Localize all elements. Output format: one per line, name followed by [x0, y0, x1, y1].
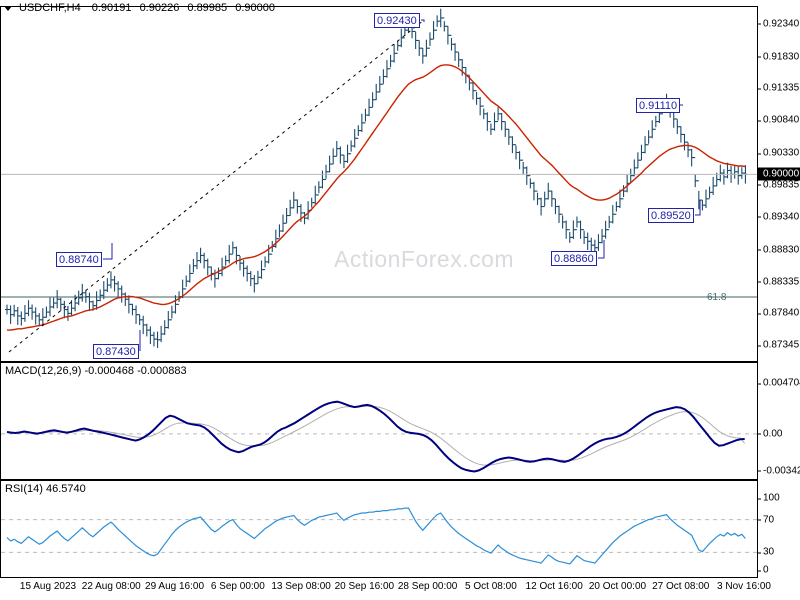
price-axis: 0.92340 0.91830 0.91335 0.90840 0.90330 0.898… [758, 6, 800, 362]
rsi-panel[interactable]: RSI(14) 46.5740 [0, 480, 758, 578]
rsi-axis-tick: 30 [758, 547, 774, 558]
watermark: ActionForex.com [334, 246, 515, 272]
price-callout: 0.88860 [551, 251, 597, 266]
price-callout: 0.89520 [648, 208, 694, 223]
time-axis-tick: 20 Sep 16:00 [334, 581, 395, 592]
rsi-axis: 100 70 30 0 [758, 480, 800, 578]
time-axis-tick: 28 Sep 00:00 [397, 581, 458, 592]
symbol-name: USDCHF,H4 [19, 2, 81, 14]
ohlc-values: 0.90191 0.90226 0.89985 0.90000 [92, 2, 280, 14]
price-axis-tick: 0.91335 [758, 83, 799, 94]
rsi-plot [1, 507, 757, 565]
macd-title: MACD(12,26,9) -0.000468 -0.000883 [5, 365, 187, 377]
price-callout: 0.88740 [56, 252, 102, 267]
macd-axis-tick: 0.00 [758, 428, 782, 439]
ohlc-open: 0.90191 [91, 2, 132, 14]
macd-axis-tick: 0.004704 [758, 378, 800, 389]
time-axis-tick: 5 Oct 08:00 [465, 581, 517, 592]
macd-axis-tick: -0.003429 [758, 465, 800, 476]
price-axis-tick: 0.90330 [758, 148, 799, 159]
time-axis-tick: 6 Sep 00:00 [210, 581, 265, 592]
fib-level-label: 61.8 [707, 292, 727, 303]
time-axis-tick: 22 Aug 08:00 [81, 581, 141, 592]
price-axis-tick: 0.89835 [758, 179, 799, 190]
chevron-down-icon[interactable] [4, 5, 12, 11]
rsi-axis-tick: 0 [758, 565, 769, 576]
price-axis-tick: 0.91830 [758, 51, 799, 62]
price-plot [1, 8, 757, 353]
time-axis-tick: 3 Nov 16:00 [717, 581, 771, 592]
time-axis-tick: 29 Aug 16:00 [145, 581, 205, 592]
rsi-axis-tick: 100 [758, 493, 780, 504]
price-callout: 0.91110 [636, 98, 681, 113]
price-axis-tick: 0.88830 [758, 244, 799, 255]
time-axis-tick: 15 Aug 2023 [19, 581, 77, 592]
macd-axis: 0.004704 0.00 -0.003429 [758, 362, 800, 480]
time-axis-tick: 12 Oct 16:00 [525, 581, 583, 592]
current-price-tick: 0.90000 [758, 167, 800, 181]
price-axis-tick: 0.89340 [758, 211, 799, 222]
time-axis-tick: 27 Oct 08:00 [652, 581, 710, 592]
symbol-header: USDCHF,H4 0.90191 0.90226 0.89985 0.9000… [0, 0, 800, 16]
ohlc-high: 0.90226 [139, 2, 180, 14]
ohlc-low: 0.89985 [187, 2, 228, 14]
time-axis-tick: 20 Oct 00:00 [588, 581, 647, 592]
price-axis-tick: 0.92340 [758, 18, 799, 29]
rsi-title: RSI(14) 46.5740 [5, 483, 86, 495]
rsi-axis-tick: 70 [758, 514, 774, 525]
price-callout: 0.87430 [93, 344, 139, 359]
price-chart-panel[interactable] [0, 6, 758, 362]
time-axis-tick: 13 Sep 08:00 [271, 581, 331, 592]
time-axis: 15 Aug 2023 22 Aug 08:00 29 Aug 16:00 6 Sep… [0, 580, 800, 600]
price-axis-tick: 0.87840 [758, 308, 799, 319]
price-axis-tick: 0.90840 [758, 115, 799, 126]
price-callout: 0.92430 [374, 13, 420, 28]
macd-plot [1, 400, 757, 473]
ohlc-close: 0.90000 [235, 2, 275, 14]
price-axis-tick: 0.88335 [758, 276, 799, 287]
macd-panel[interactable]: MACD(12,26,9) -0.000468 -0.000883 [0, 362, 758, 480]
price-axis-tick: 0.87345 [758, 340, 799, 351]
